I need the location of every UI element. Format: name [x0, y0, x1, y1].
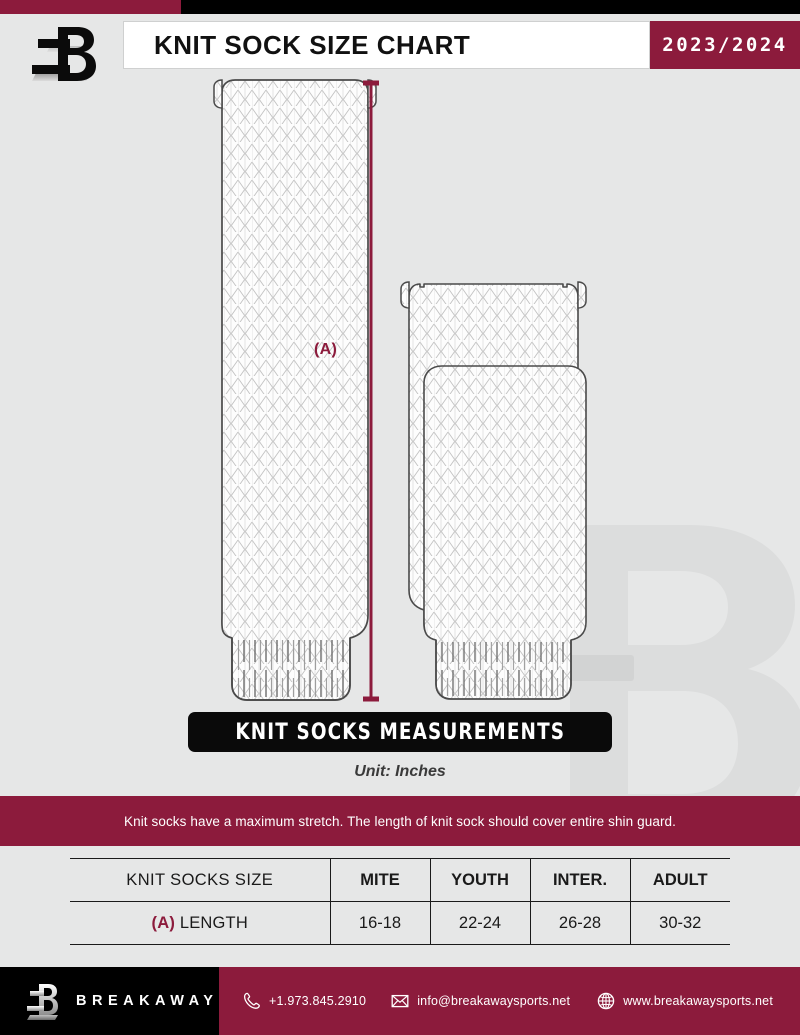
- footer-phone[interactable]: +1.973.845.2910: [242, 991, 366, 1011]
- cell-length-youth: 22-24: [429, 901, 531, 945]
- season-year: 2023/2024: [662, 34, 788, 56]
- footer-email-text: info@breakawaysports.net: [417, 994, 571, 1008]
- table-header-row: KNIT SOCKS SIZE MITE YOUTH INTER. ADULT: [70, 858, 730, 902]
- measurements-banner-label: KNIT SOCKS MEASUREMENTS: [235, 719, 565, 745]
- footer-email[interactable]: info@breakawaysports.net: [390, 991, 570, 1011]
- topbar-accent-maroon: [0, 0, 181, 14]
- measurements-banner: KNIT SOCKS MEASUREMENTS: [188, 712, 612, 752]
- size-table-wrapper: KNIT SOCKS SIZE MITE YOUTH INTER. ADULT …: [70, 858, 730, 945]
- footer-phone-text: +1.973.845.2910: [269, 994, 367, 1008]
- stretch-note-stripe: Knit socks have a maximum stretch. The l…: [0, 796, 800, 846]
- globe-icon: [596, 991, 616, 1011]
- phone-icon: [242, 991, 262, 1011]
- page-footer: BREAKAWAY +1.973.845.2910: [0, 967, 800, 1035]
- envelope-icon: [390, 991, 410, 1011]
- table-header-youth: YOUTH: [429, 858, 531, 902]
- breakaway-b-logo-icon: [30, 21, 106, 89]
- page-title: KNIT SOCK SIZE CHART: [154, 29, 471, 60]
- table-row: (A) LENGTH 16-18 22-24 26-28 30-32: [70, 901, 730, 945]
- measure-a-label: (A): [314, 341, 338, 358]
- footer-website[interactable]: www.breakawaysports.net: [596, 991, 773, 1011]
- row-label-length: (A) LENGTH: [70, 901, 331, 945]
- row-marker-a: (A): [151, 913, 176, 932]
- table-header-mite: MITE: [329, 858, 431, 902]
- page-title-box: KNIT SOCK SIZE CHART: [123, 21, 650, 69]
- unit-note: Unit: Inches: [354, 763, 446, 780]
- row-label-text: LENGTH: [179, 913, 248, 932]
- cell-length-inter: 26-28: [529, 901, 631, 945]
- cell-length-mite: 16-18: [329, 901, 431, 945]
- size-table: KNIT SOCKS SIZE MITE YOUTH INTER. ADULT …: [70, 858, 730, 945]
- topbar-accent-black: [181, 0, 800, 14]
- footer-brand-block: BREAKAWAY: [0, 967, 219, 1035]
- footer-brand-name: BREAKAWAY: [76, 993, 219, 1009]
- footer-breakaway-b-logo-icon: [27, 981, 61, 1021]
- cell-length-adult: 30-32: [629, 901, 730, 945]
- table-header-size: KNIT SOCKS SIZE: [70, 858, 331, 902]
- table-header-adult: ADULT: [629, 858, 730, 902]
- stretch-note-text: Knit socks have a maximum stretch. The l…: [123, 813, 676, 829]
- footer-website-text: www.breakawaysports.net: [623, 994, 773, 1008]
- season-year-box: 2023/2024: [650, 21, 800, 69]
- sock-illustration-group: [0, 70, 800, 710]
- footer-contact-block: +1.973.845.2910 info@breakawaysports.net: [219, 967, 800, 1035]
- header-band: KNIT SOCK SIZE CHART 2023/2024: [123, 21, 800, 69]
- table-header-inter: INTER.: [529, 858, 631, 902]
